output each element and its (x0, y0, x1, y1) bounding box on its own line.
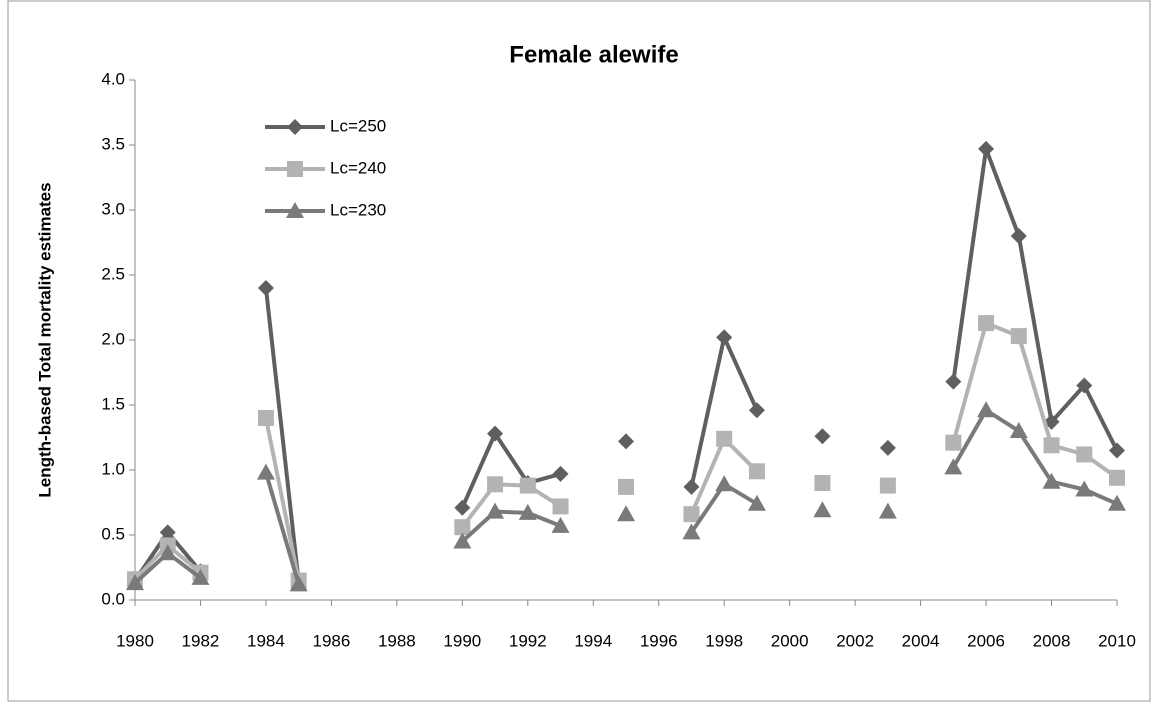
marker (487, 476, 504, 493)
chart-title: Female alewife (509, 41, 678, 68)
marker (748, 463, 765, 480)
marker (813, 501, 832, 518)
y-tick-label: 1.5 (101, 394, 125, 413)
x-tick-label: 2006 (967, 631, 1005, 650)
marker (945, 434, 962, 451)
marker (158, 544, 177, 561)
marker (1010, 228, 1027, 244)
marker (747, 494, 766, 511)
marker (552, 498, 569, 515)
legend-label: Lc=230 (330, 200, 386, 219)
marker (519, 477, 536, 494)
y-tick-label: 2.5 (101, 264, 125, 283)
legend-marker (287, 161, 303, 177)
marker (978, 315, 995, 332)
legend-marker (287, 119, 303, 135)
marker (1009, 422, 1028, 438)
marker (159, 524, 176, 541)
y-tick-label: 2.0 (101, 329, 125, 348)
marker (683, 478, 700, 495)
marker (944, 458, 963, 475)
marker (191, 568, 210, 585)
marker (814, 428, 831, 445)
marker (879, 477, 896, 494)
marker (126, 574, 144, 591)
x-tick-label: 2010 (1098, 631, 1136, 650)
y-axis-label: Length-based Total mortality estimates (35, 182, 54, 497)
marker (1010, 328, 1027, 345)
marker (289, 575, 308, 592)
marker (453, 532, 472, 549)
marker (552, 465, 569, 482)
marker (978, 140, 995, 157)
marker (256, 463, 275, 480)
marker (879, 439, 896, 456)
marker (1109, 469, 1125, 486)
marker (716, 430, 733, 447)
x-tick-label: 1988 (378, 631, 416, 650)
y-tick-label: 0.0 (101, 589, 125, 608)
x-tick-label: 2000 (771, 631, 809, 650)
marker (945, 373, 962, 390)
x-tick-label: 1986 (312, 631, 350, 650)
marker (1075, 480, 1094, 497)
x-tick-label: 1990 (443, 631, 481, 650)
marker (1109, 442, 1125, 459)
x-tick-label: 1984 (247, 631, 285, 650)
legend-marker (286, 202, 304, 218)
marker (683, 506, 700, 523)
marker (878, 502, 897, 519)
legend-label: Lc=250 (330, 116, 386, 135)
y-tick-label: 0.5 (101, 524, 125, 543)
x-tick-label: 2004 (902, 631, 940, 650)
x-tick-label: 1994 (574, 631, 612, 650)
marker (682, 523, 701, 540)
marker (715, 475, 734, 492)
y-tick-label: 1.0 (101, 459, 125, 478)
x-tick-label: 1982 (182, 631, 220, 650)
marker (748, 402, 765, 419)
marker (551, 516, 570, 533)
marker (257, 280, 274, 296)
marker (617, 505, 635, 522)
marker (1042, 472, 1061, 489)
marker (1108, 494, 1126, 511)
y-tick-label: 3.5 (101, 134, 125, 153)
marker (977, 401, 996, 418)
marker (257, 410, 274, 426)
marker (1076, 446, 1093, 463)
x-tick-label: 1998 (705, 631, 743, 650)
x-tick-label: 2008 (1033, 631, 1071, 650)
marker (1076, 377, 1093, 394)
marker (618, 433, 634, 450)
x-tick-label: 1992 (509, 631, 547, 650)
y-tick-label: 3.0 (101, 199, 125, 218)
marker (1043, 437, 1060, 454)
x-tick-label: 1980 (116, 631, 154, 650)
legend-label: Lc=240 (330, 158, 386, 177)
marker (518, 503, 537, 520)
marker (487, 425, 504, 442)
marker (454, 519, 471, 536)
marker (486, 502, 505, 519)
x-tick-label: 1996 (640, 631, 678, 650)
y-tick-label: 4.0 (101, 69, 125, 88)
marker (454, 499, 471, 516)
x-tick-label: 2002 (836, 631, 874, 650)
marker (814, 475, 831, 491)
marker (716, 329, 733, 346)
marker (618, 478, 634, 495)
